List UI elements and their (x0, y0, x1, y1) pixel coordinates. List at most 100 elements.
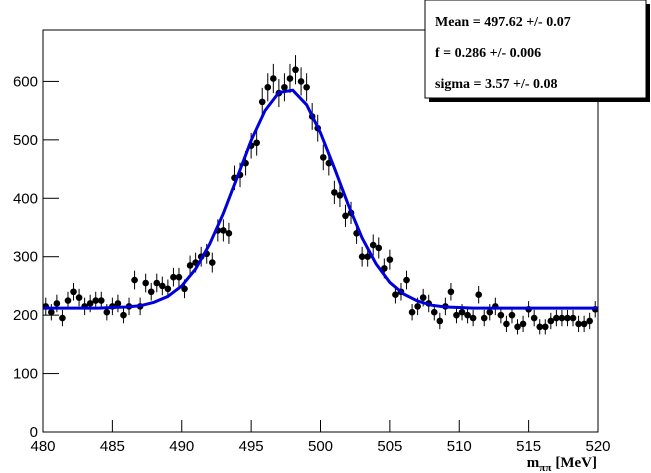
data-point (303, 83, 310, 91)
data-point (497, 311, 505, 319)
fit-curve (43, 88, 598, 310)
x-tick-label: 505 (377, 438, 402, 455)
stats-box (424, 0, 647, 99)
data-point (541, 323, 549, 331)
y-tick-label: 0 (30, 424, 38, 441)
data-point (403, 276, 410, 284)
stats-line: f = 0.286 +/- 0.006 (435, 46, 541, 61)
data-point (103, 308, 111, 316)
x-title-sub: ππ (539, 462, 551, 473)
x-tick-label: 485 (100, 438, 125, 455)
data-point (419, 294, 427, 301)
data-point (369, 241, 377, 249)
data-point (458, 308, 466, 316)
data-point (408, 308, 416, 316)
data-point (553, 314, 560, 322)
data-point (319, 154, 327, 161)
data-point (480, 314, 488, 322)
data-point (120, 311, 127, 319)
data-point (519, 320, 527, 328)
data-point (53, 300, 61, 307)
data-point (70, 288, 77, 296)
data-point (181, 285, 188, 293)
data-point (453, 311, 460, 319)
y-tick-label: 300 (13, 249, 38, 266)
data-point (364, 253, 371, 261)
x-tick-label: 490 (169, 438, 194, 455)
plot-area: 480 485 490 495 500 505 510 515 520 0 100 200 300 400… (13, 55, 611, 455)
data-point (342, 212, 349, 220)
data-point (264, 83, 272, 91)
data-point (547, 317, 555, 325)
data-point (503, 320, 510, 328)
data-point (469, 314, 477, 322)
data-point (225, 230, 233, 237)
x-tick-label: 495 (239, 438, 264, 455)
data-point (514, 323, 521, 331)
x-title-main: m (527, 455, 540, 471)
data-point (59, 314, 66, 322)
stats-line: sigma = 3.57 +/- 0.08 (435, 77, 558, 92)
data-point (564, 314, 571, 322)
data-point (159, 282, 166, 290)
stats-line: Mean = 497.62 +/- 0.07 (435, 15, 571, 30)
data-point (486, 308, 494, 316)
x-tick-label: 515 (516, 438, 541, 455)
y-tick-label: 400 (13, 190, 38, 207)
data-point (297, 78, 305, 85)
data-point (270, 75, 277, 82)
data-point (436, 317, 444, 325)
data-point (75, 294, 83, 301)
x-tick-label: 500 (308, 438, 333, 455)
data-point (386, 256, 394, 263)
data-point (358, 253, 366, 261)
data-point (536, 323, 544, 331)
data-point (414, 303, 421, 310)
data-point (175, 273, 183, 281)
data-point (142, 279, 149, 287)
data-point (131, 276, 138, 284)
data-point (64, 297, 72, 304)
data-point (92, 297, 100, 304)
data-point (331, 189, 338, 196)
data-point (475, 291, 482, 298)
data-point (447, 288, 455, 296)
frame (42, 29, 599, 433)
data-point (208, 259, 216, 266)
data-point (586, 317, 593, 325)
data-point (580, 320, 588, 328)
data-point (48, 308, 55, 316)
x-tick-label: 520 (585, 438, 610, 455)
data-point (392, 291, 399, 298)
data-point (375, 244, 383, 252)
data-point (114, 300, 122, 307)
data-point (170, 273, 177, 281)
x-title-unit: [MeV] (555, 455, 597, 471)
data-point (86, 300, 94, 307)
y-tick-label: 500 (13, 132, 38, 149)
data-point (336, 192, 344, 199)
y-tick-label: 600 (13, 73, 38, 90)
data-point (569, 314, 577, 322)
data-point (286, 75, 294, 82)
data-point (147, 288, 155, 296)
data-point (164, 285, 172, 293)
data-point (292, 66, 299, 74)
data-point (97, 297, 105, 304)
data-point (575, 320, 582, 328)
data-point (430, 308, 438, 316)
data-point (220, 227, 227, 234)
x-tick-label: 480 (30, 438, 55, 455)
data-point (153, 279, 161, 287)
data-point (530, 314, 538, 322)
data-point (558, 314, 566, 322)
x-tick-label: 510 (447, 438, 472, 455)
data-point (464, 311, 471, 319)
x-axis-title: mππ [MeV] (527, 455, 597, 473)
data-point (258, 98, 266, 106)
data-point (381, 265, 388, 272)
y-tick-label: 100 (13, 366, 38, 383)
data-point (253, 139, 260, 147)
data-point (508, 311, 516, 319)
